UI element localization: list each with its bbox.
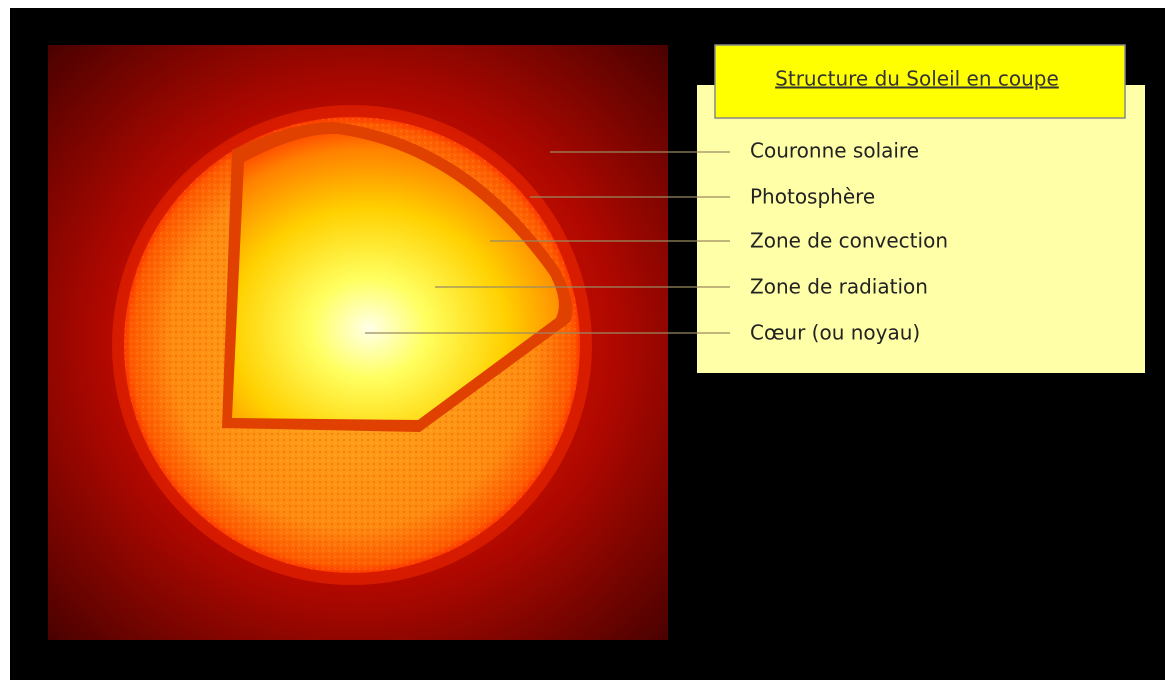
- layer-label: Couronne solaire: [750, 139, 919, 163]
- layer-label: Zone de convection: [750, 229, 948, 253]
- diagram: Structure du Soleil en coupe Couronne so…: [0, 0, 1174, 691]
- layer-label: Photosphère: [750, 185, 875, 209]
- layer-label: Cœur (ou noyau): [750, 321, 920, 345]
- title: Structure du Soleil en coupe: [775, 67, 1059, 91]
- diagram-page: Structure du Soleil en coupe Couronne so…: [0, 0, 1174, 691]
- layer-label: Zone de radiation: [750, 275, 928, 299]
